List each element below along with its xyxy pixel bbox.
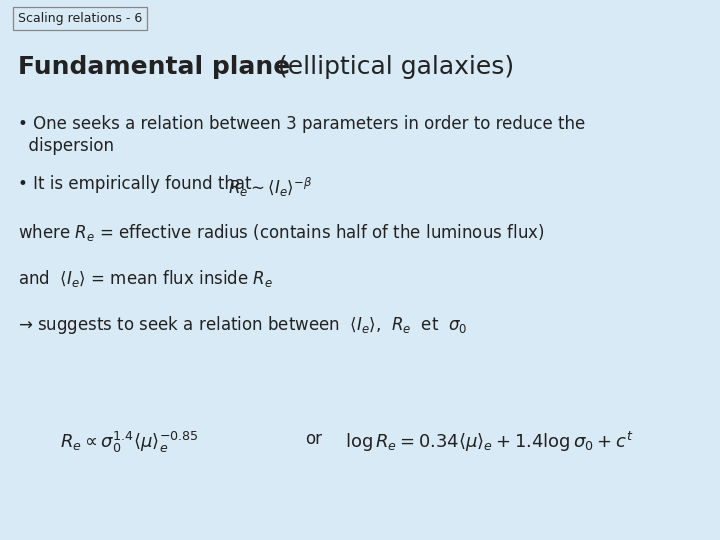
Text: • It is empirically found that: • It is empirically found that <box>18 175 262 193</box>
Text: or: or <box>305 430 322 448</box>
Text: $\log R_e = 0.34\langle\mu\rangle_e + 1.4\log\sigma_0 + c^t$: $\log R_e = 0.34\langle\mu\rangle_e + 1.… <box>345 430 634 454</box>
Text: Fundamental plane: Fundamental plane <box>18 55 290 79</box>
Text: Scaling relations - 6: Scaling relations - 6 <box>18 12 143 25</box>
Text: $R_e \propto \sigma_0^{1.4}\langle\mu\rangle_e^{-0.85}$: $R_e \propto \sigma_0^{1.4}\langle\mu\ra… <box>60 430 198 455</box>
Text: and  $\langle I_e \rangle$ = mean flux inside $R_e$: and $\langle I_e \rangle$ = mean flux in… <box>18 268 273 289</box>
Text: • One seeks a relation between 3 parameters in order to reduce the: • One seeks a relation between 3 paramet… <box>18 115 585 133</box>
Text: $R_e \sim \langle I_e \rangle^{-\beta}$: $R_e \sim \langle I_e \rangle^{-\beta}$ <box>228 175 312 199</box>
Text: → suggests to seek a relation between  $\langle I_e \rangle$,  $R_e$  et  $\sigm: → suggests to seek a relation between $\… <box>18 314 467 336</box>
Text: dispersion: dispersion <box>18 137 114 155</box>
Text: (elliptical galaxies): (elliptical galaxies) <box>270 55 514 79</box>
Text: where $R_e$ = effective radius (contains half of the luminous flux): where $R_e$ = effective radius (contains… <box>18 222 544 243</box>
